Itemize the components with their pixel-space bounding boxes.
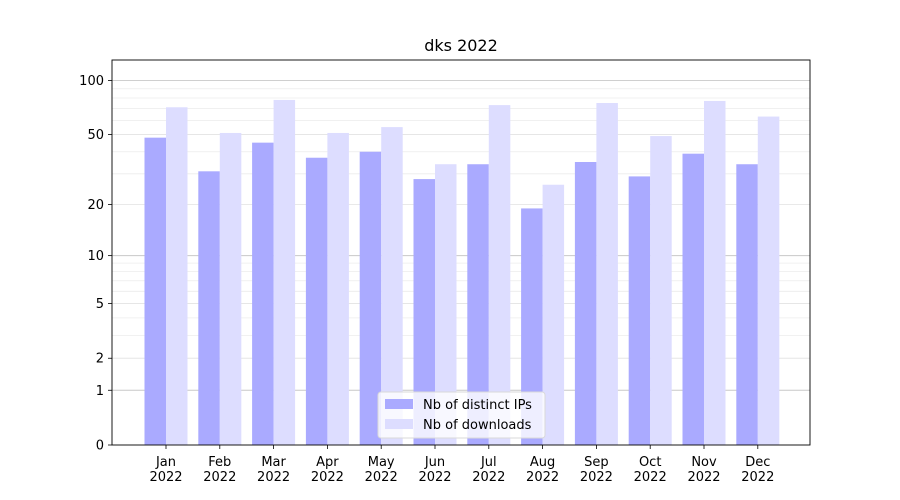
bar-downloads	[381, 127, 403, 446]
bar-downloads	[757, 116, 780, 445]
bar-downloads	[650, 136, 672, 445]
bar-downloads	[435, 164, 457, 445]
axes: Jan 2022 Feb 2022 Mar 2022 Apr 2022 May 2022 Jun 20…	[79, 59, 811, 485]
bar-downloads	[488, 105, 511, 446]
bar-downloads	[704, 100, 726, 445]
y-tick-label: 10	[87, 249, 104, 264]
bar-downloads	[327, 132, 349, 445]
legend-swatch	[385, 399, 413, 409]
bar-downloads	[273, 99, 296, 445]
y-tick-label: 5	[96, 297, 104, 312]
legend-swatch	[385, 419, 413, 429]
y-tick-label: 100	[79, 74, 104, 89]
legend-box	[377, 391, 546, 439]
bar-distinct-ips	[521, 208, 543, 445]
x-tick-label: Apr 2022	[311, 455, 344, 485]
bar-downloads	[542, 184, 565, 445]
x-tick-label: Oct 2022	[634, 455, 667, 485]
x-tick-label: May 2022	[365, 455, 398, 485]
x-tick-label: Dec 2022	[741, 455, 774, 485]
bar-distinct-ips	[144, 137, 166, 445]
x-tick-label: Jul 2022	[472, 455, 505, 485]
bar-distinct-ips	[198, 171, 220, 445]
legend-label: Nb of distinct IPs	[423, 398, 532, 413]
x-tick-label: Feb 2022	[203, 455, 236, 485]
x-tick-label: Nov 2022	[687, 455, 720, 485]
bar-distinct-ips	[252, 142, 274, 445]
legend: Nb of distinct IPs Nb of downloads	[377, 391, 546, 439]
x-tick-label: Aug 2022	[526, 455, 559, 485]
bar-distinct-ips	[736, 164, 758, 445]
plot-frame	[111, 59, 811, 446]
x-tick-label: Mar 2022	[257, 455, 290, 485]
bar-downloads	[596, 102, 618, 446]
y-tick-label: 0	[96, 439, 104, 454]
bar-distinct-ips	[359, 151, 382, 445]
x-tick-label: Jan 2022	[149, 455, 182, 485]
bars	[144, 99, 780, 446]
bar-distinct-ips	[305, 157, 328, 445]
bar-downloads	[219, 132, 242, 445]
bar-downloads	[166, 107, 188, 445]
y-tick-label: 2	[96, 352, 104, 367]
bar-distinct-ips	[574, 162, 597, 445]
bar-distinct-ips	[413, 179, 435, 445]
bar-distinct-ips	[628, 176, 651, 445]
y-tick-label: 1	[96, 384, 104, 399]
legend-label: Nb of downloads	[423, 418, 532, 433]
bar-distinct-ips	[467, 164, 489, 445]
y-tick-label: 20	[87, 198, 104, 213]
x-tick-label: Sep 2022	[580, 455, 613, 485]
y-tick-label: 50	[87, 128, 104, 143]
chart-title: dks 2022	[424, 36, 498, 55]
x-tick-label: Jun 2022	[418, 455, 451, 485]
bar-distinct-ips	[682, 153, 704, 445]
